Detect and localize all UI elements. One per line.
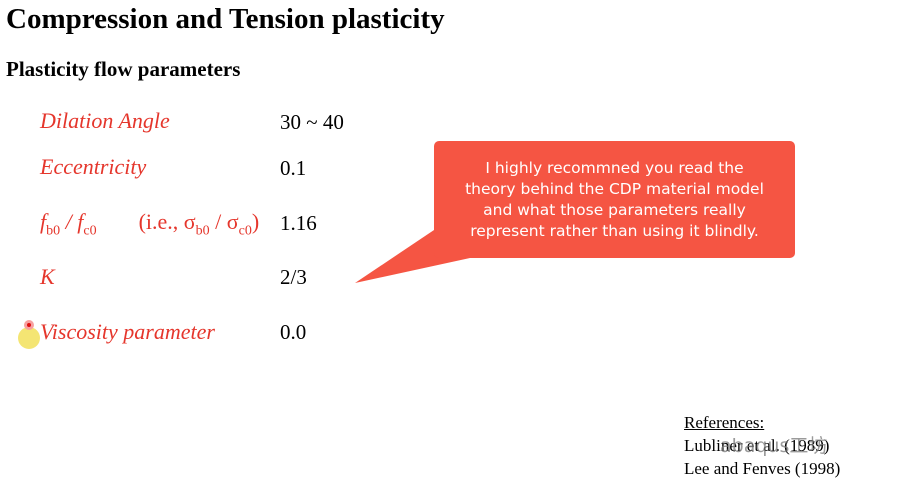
param-value: 30 ~ 40 xyxy=(280,110,344,134)
references-heading: References: xyxy=(684,413,765,432)
param-name: Eccentricity xyxy=(40,154,147,179)
cursor-highlight xyxy=(18,327,40,349)
subtitle: Plasticity flow parameters xyxy=(6,57,241,81)
callout-line: represent rather than using it blindly. xyxy=(470,222,759,240)
callout-line: I highly recommned you read the xyxy=(485,159,744,177)
param-name: Dilation Angle xyxy=(40,108,170,133)
param-name: K xyxy=(40,264,55,289)
param-name: fb0 / fc0 (i.e., σb0 / σc0) xyxy=(40,209,259,239)
param-value: 2/3 xyxy=(280,265,307,289)
reference: Lee and Fenves (1998) xyxy=(684,459,841,478)
param-name: Viscosity parameter xyxy=(40,319,215,344)
param-value: 1.16 xyxy=(280,211,317,235)
callout-line: and what those parameters really xyxy=(483,201,746,219)
subscript: b0 xyxy=(46,223,61,239)
callout-line: theory behind the CDP material model xyxy=(465,180,764,198)
reference: Lubliner et al. (1989) xyxy=(684,436,830,455)
note-text: (i.e., σ xyxy=(138,209,196,234)
callout-box xyxy=(434,141,795,258)
subscript: c0 xyxy=(238,223,252,239)
note-text: ) xyxy=(251,209,260,234)
note-text: / σ xyxy=(209,209,239,234)
symbol: / xyxy=(60,209,78,234)
callout-text: I highly recommned you read the theory b… xyxy=(434,158,795,242)
symbol: f xyxy=(77,209,84,234)
param-value: 0.0 xyxy=(280,320,307,344)
cursor-dot-center xyxy=(27,323,31,327)
subscript: c0 xyxy=(83,223,97,239)
symbol: f xyxy=(40,209,47,234)
note: (i.e., σb0 / σc0) xyxy=(138,209,260,238)
param-value: 0.1 xyxy=(280,156,307,180)
subscript: b0 xyxy=(195,223,210,239)
title: Compression and Tension plasticity xyxy=(6,3,445,35)
watermark: abaqus工坊 xyxy=(720,435,828,457)
